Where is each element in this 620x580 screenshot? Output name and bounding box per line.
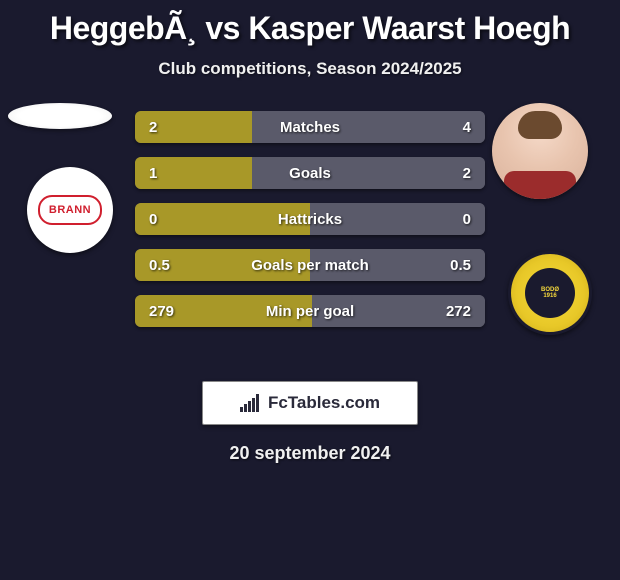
date-label: 20 september 2024	[0, 443, 620, 464]
fctables-label: FcTables.com	[268, 393, 380, 413]
stat-fill-right	[252, 157, 485, 189]
club-left-badge: BRANN	[27, 167, 113, 253]
club-right-inner: BODØ 1916	[525, 268, 575, 318]
stat-value-left: 2	[149, 119, 157, 136]
page-title: HeggebÃ¸ vs Kasper Waarst Hoegh	[0, 10, 620, 47]
club-right-badge: BODØ 1916	[508, 251, 592, 335]
stat-label: Min per goal	[266, 303, 354, 320]
club-right-wrap: BODØ 1916	[500, 251, 600, 335]
comparison-card: HeggebÃ¸ vs Kasper Waarst Hoegh Club com…	[0, 0, 620, 464]
club-left-inner: BRANN	[38, 195, 102, 225]
stat-row: 1 Goals 2	[135, 157, 485, 189]
stats-list: 2 Matches 4 1 Goals 2 0 Hattricks 0 0.5 Goals per …	[135, 111, 485, 327]
stat-label: Matches	[280, 119, 340, 136]
player-right-avatar	[492, 103, 588, 199]
stat-row: 0.5 Goals per match 0.5	[135, 249, 485, 281]
stat-label: Goals	[289, 165, 331, 182]
stat-value-right: 0	[463, 211, 471, 228]
stat-value-right: 0.5	[450, 257, 471, 274]
fctables-watermark: FcTables.com	[202, 381, 418, 425]
content-area: BRANN BODØ 1916 2 Matches 4 1 Goals 2 0 Hattric…	[0, 111, 620, 371]
stat-row: 279 Min per goal 272	[135, 295, 485, 327]
player-left-avatar	[8, 103, 112, 129]
stat-value-left: 0.5	[149, 257, 170, 274]
stat-label: Hattricks	[278, 211, 342, 228]
stat-value-right: 272	[446, 303, 471, 320]
bar-chart-icon	[240, 394, 262, 412]
subtitle: Club competitions, Season 2024/2025	[0, 59, 620, 79]
stat-value-right: 2	[463, 165, 471, 182]
stat-label: Goals per match	[251, 257, 369, 274]
club-left-name: BRANN	[49, 204, 91, 216]
stat-value-left: 279	[149, 303, 174, 320]
club-right-name-bottom: 1916	[543, 293, 556, 299]
stat-value-left: 0	[149, 211, 157, 228]
stat-value-left: 1	[149, 165, 157, 182]
stat-row: 0 Hattricks 0	[135, 203, 485, 235]
stat-row: 2 Matches 4	[135, 111, 485, 143]
stat-value-right: 4	[463, 119, 471, 136]
